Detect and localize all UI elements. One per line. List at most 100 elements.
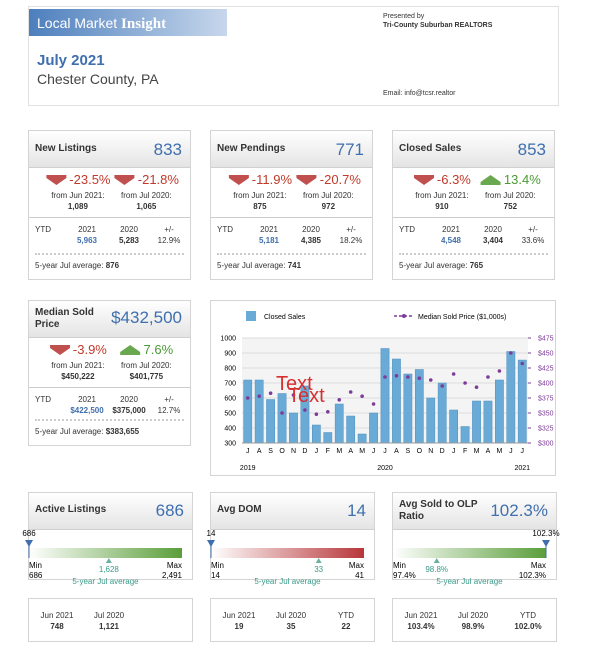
gauge-card: Active Listings 686 686 1,628 5-year Jul ave… xyxy=(22,492,193,586)
change-arrow xyxy=(228,174,249,185)
gauge-card: Avg Sold to OLP Ratio 102.3% 102.3% 98.8% 5-… xyxy=(392,492,560,586)
annotation: Text xyxy=(276,373,313,395)
footer-card: Jun 2021 748 Jul 2020 1,121 xyxy=(28,598,193,642)
gauge-max-text: Max xyxy=(531,561,546,570)
x-tick-label: N xyxy=(291,448,296,455)
bar xyxy=(437,382,447,444)
gauge-max-text: Max xyxy=(349,561,364,570)
dotted-divider xyxy=(35,419,184,421)
change-from: from Jun 2021: xyxy=(51,191,105,200)
ytd-column: 2021 xyxy=(78,225,96,234)
footer-value: 19 xyxy=(234,622,244,631)
bar xyxy=(254,379,264,444)
ytd-value: 18.2% xyxy=(339,236,363,245)
title-text: Local Market xyxy=(37,15,118,31)
change-from: from Jul 2020: xyxy=(121,191,172,200)
x-tick-label: J xyxy=(383,448,387,455)
x-tick-label: D xyxy=(440,448,445,455)
year-label: 2020 xyxy=(377,465,393,472)
change-label: -23.5% xyxy=(69,172,111,187)
bar xyxy=(506,351,516,444)
card-value: 102.3% xyxy=(490,501,548,520)
change-from-value: $450,222 xyxy=(61,372,95,381)
change-from-value: 972 xyxy=(321,202,336,211)
change: -11.9% xyxy=(228,172,292,187)
gauge-bar xyxy=(393,548,546,558)
card-title: Avg Sold to OLP Ratio xyxy=(399,499,478,522)
point xyxy=(360,394,364,398)
change-from: from Jun 2021: xyxy=(233,191,287,200)
bar xyxy=(449,409,459,444)
change-from-value: 1,065 xyxy=(136,202,157,211)
ytd-column: 2020 xyxy=(120,395,138,404)
card-title: New Pendings xyxy=(217,143,286,154)
card-header xyxy=(29,131,190,168)
x-tick-label: J xyxy=(452,448,456,455)
ytd-label: YTD xyxy=(399,225,415,234)
point xyxy=(257,394,261,398)
ytd-value: $422,500 xyxy=(70,406,104,415)
gauge-bar xyxy=(29,548,182,558)
change: -3.9% xyxy=(49,342,107,357)
x-tick-label: M xyxy=(474,448,480,455)
y-tick-label: 500 xyxy=(224,411,236,418)
bar xyxy=(311,424,321,444)
footer-label: Jul 2020 xyxy=(457,611,489,620)
bar xyxy=(346,415,356,444)
gauge-min: 97.4% xyxy=(393,571,416,580)
x-tick-label: J xyxy=(246,448,250,455)
footer-value: 22 xyxy=(341,622,351,631)
gauge-bar xyxy=(211,548,364,558)
card-title: Avg DOM xyxy=(217,504,262,515)
average-label: 5-year Jul average: xyxy=(35,427,104,436)
x-tick-label: S xyxy=(268,448,273,455)
bar xyxy=(334,403,344,444)
ytd-column: 2021 xyxy=(260,225,278,234)
legend-point xyxy=(402,314,406,318)
average-value: 876 xyxy=(105,261,120,270)
y-tick-label: 900 xyxy=(224,351,236,358)
point xyxy=(383,375,387,379)
average: 5-year Jul average: $383,655 xyxy=(35,427,139,436)
ytd-value: 33.6% xyxy=(521,236,545,245)
change: -23.5% xyxy=(45,172,110,187)
bar xyxy=(357,433,367,444)
x-tick-label: O xyxy=(279,448,285,455)
change-arrow xyxy=(413,174,434,185)
arrow xyxy=(120,344,141,355)
location: Chester County, PA xyxy=(37,71,159,87)
change-arrow xyxy=(296,174,317,185)
arrow xyxy=(480,174,501,185)
bar xyxy=(392,358,401,444)
bar xyxy=(243,379,253,444)
stat-card: Median Sold Price $432,500 -3.9% from Jun 2… xyxy=(28,300,191,446)
footer-card: Jun 2021 103.4% Jul 2020 98.9% YTD 102.0% xyxy=(392,598,557,642)
card-title: Active Listings xyxy=(35,504,107,515)
ytd-label: YTD xyxy=(217,225,233,234)
y2-tick-label: $450 xyxy=(538,351,554,358)
ytd-value: 5,283 xyxy=(118,236,140,245)
ytd-value: 4,385 xyxy=(300,236,322,245)
x-tick-label: M xyxy=(359,448,365,455)
divider xyxy=(211,217,372,218)
change: 7.6% xyxy=(120,342,173,357)
bar xyxy=(472,400,481,444)
gauge-min-text: Min xyxy=(29,561,42,570)
card-value: $432,500 xyxy=(111,308,182,327)
x-tick-label: F xyxy=(463,448,467,455)
card-value: 833 xyxy=(153,140,182,159)
gauge-average-tick xyxy=(105,558,112,563)
gauge-marker-label: 14 xyxy=(207,529,216,538)
change-from-value: $401,775 xyxy=(129,372,164,381)
y-tick-label: 400 xyxy=(224,426,236,433)
footer-label: Jun 2021 xyxy=(404,611,438,620)
gauge-average-text: 5-year Jul average xyxy=(436,577,503,586)
x-tick-label: J xyxy=(509,448,512,455)
change-from: from Jul 2020: xyxy=(121,361,172,370)
year-label: 2021 xyxy=(514,465,530,472)
gauge-average-tick xyxy=(315,558,322,563)
gauge-average-text: 5-year Jul average xyxy=(72,577,139,586)
point xyxy=(291,393,296,397)
